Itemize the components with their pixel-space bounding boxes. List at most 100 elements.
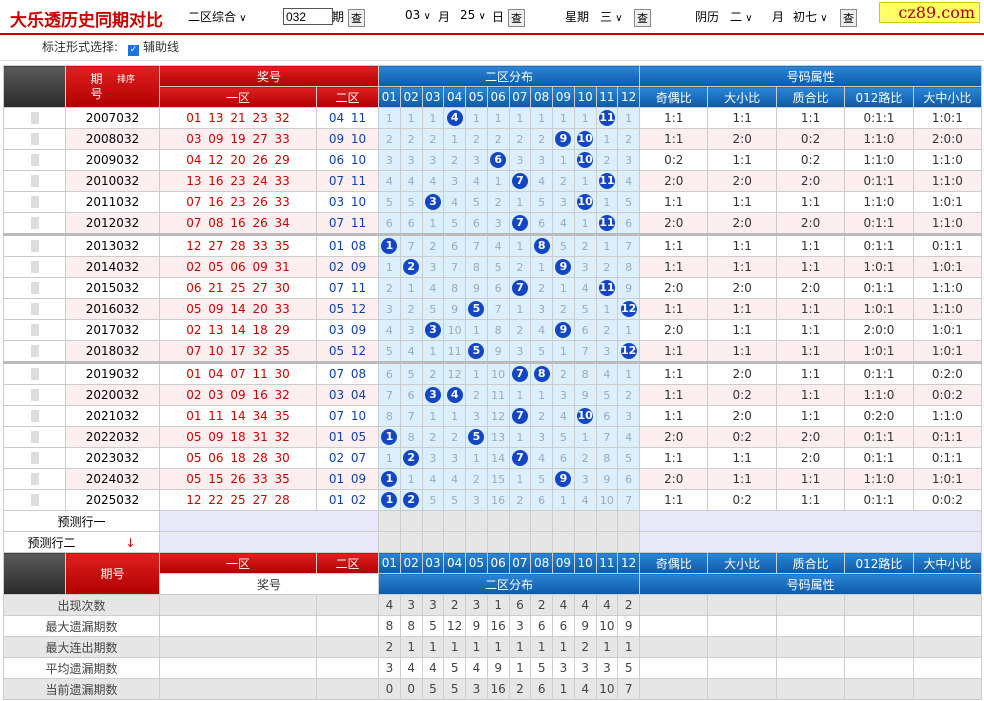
miss-cell: 3 — [508, 149, 532, 171]
miss-count: 5 — [472, 195, 480, 209]
zone2-column: 11 — [595, 552, 619, 574]
prediction-cell — [530, 531, 554, 553]
miss-count: 1 — [516, 388, 524, 402]
checkbox-label[interactable]: 辅助线 — [143, 40, 180, 54]
period: 2011032 — [65, 191, 160, 213]
logo[interactable]: cz89.com — [879, 2, 980, 23]
attribute-column: 质合比 — [775, 86, 846, 108]
miss-count: 5 — [538, 195, 546, 209]
checkbox[interactable]: ✓ — [128, 45, 140, 56]
miss-count: 5 — [407, 195, 415, 209]
hit-number: 3 — [424, 387, 441, 403]
attribute-value: 2:0 — [707, 405, 777, 427]
period-input[interactable] — [283, 8, 333, 25]
distribution-header: 二区分布 — [378, 65, 641, 87]
miss-count: 10 — [447, 323, 462, 337]
day-select[interactable]: 25 — [460, 8, 486, 22]
prediction-cell — [399, 531, 423, 553]
stats-row: 出现次数 4 3 3 2 3 1 6 2 4 4 4 2 — [3, 594, 983, 616]
miss-cell: 3 — [378, 149, 401, 171]
hit-number: 7 — [511, 173, 528, 189]
stats-value: 4 — [399, 657, 423, 679]
stats-value: 1 — [552, 636, 575, 658]
miss-count: 8 — [603, 451, 611, 465]
miss-cell: 6 — [443, 234, 467, 257]
zone-select[interactable]: 二区综合 — [188, 8, 247, 25]
miss-cell: 2 — [486, 191, 510, 213]
lunar-month-select[interactable]: 二 — [730, 8, 753, 25]
attribute-value: 2:0 — [775, 170, 846, 192]
front-numbers: 07 08 16 26 34 — [159, 212, 317, 236]
prediction-cell — [617, 531, 641, 553]
miss-count: 1 — [559, 493, 567, 507]
period: 2012032 — [65, 212, 160, 236]
stats-value: 1 — [486, 594, 510, 616]
history-table: 期号排序 奖号 二区分布 号码属性 一区 二区 01 02 03 04 05 06 07 08 09 10 11… — [3, 65, 983, 700]
lunar-day-select[interactable]: 初七 — [793, 8, 828, 25]
attribute-column: 012路比 — [844, 86, 914, 108]
miss-count: 1 — [429, 344, 437, 358]
miss-cell: 2 — [421, 128, 445, 150]
attribute-value: 2:0 — [775, 447, 846, 469]
hit-cell: 8 — [530, 234, 554, 257]
miss-cell: 5 — [552, 234, 575, 257]
miss-count: 1 — [472, 451, 480, 465]
hit-cell: 8 — [530, 362, 554, 385]
empty-cell — [315, 594, 380, 616]
miss-count: 1 — [625, 367, 633, 381]
empty-cell — [844, 636, 914, 658]
miss-cell: 1 — [617, 362, 641, 385]
stats-value: 0 — [399, 678, 423, 700]
prediction-row: 预测行一 — [3, 510, 983, 532]
data-row: 2019032 01 04 07 11 30 07 08 6 5 2 12 1 10 7 8 2 8 4 1… — [3, 362, 983, 385]
month-select[interactable]: 03 — [405, 8, 431, 22]
miss-count: 2 — [603, 260, 611, 274]
prediction-cell — [465, 510, 488, 532]
miss-cell: 6 — [378, 362, 401, 385]
miss-count: 2 — [516, 132, 524, 146]
miss-count: 12 — [447, 367, 462, 381]
miss-cell: 4 — [552, 405, 575, 427]
miss-cell: 1 — [399, 277, 423, 299]
miss-cell: 7 — [617, 489, 641, 511]
attribute-value: 2:0 — [707, 128, 777, 150]
stats-value: 2 — [508, 678, 532, 700]
miss-count: 1 — [472, 323, 480, 337]
miss-count: 1 — [407, 281, 415, 295]
miss-count: 4 — [385, 323, 393, 337]
attribute-value: 0:2 — [707, 489, 777, 511]
front-numbers: 13 16 23 24 33 — [159, 170, 317, 192]
hit-number: 10 — [577, 152, 594, 168]
miss-count: 4 — [407, 344, 415, 358]
back-numbers: 02 09 — [315, 256, 380, 278]
photo — [30, 217, 39, 229]
period: 2010032 — [65, 170, 160, 192]
miss-cell: 8 — [443, 277, 467, 299]
query-button[interactable]: 查 — [508, 9, 525, 27]
miss-cell: 2 — [552, 362, 575, 385]
miss-count: 3 — [625, 409, 633, 423]
hit-cell: 10 — [573, 128, 597, 150]
miss-cell: 11 — [443, 340, 467, 364]
query-button[interactable]: 查 — [840, 9, 857, 27]
query-button[interactable]: 查 — [634, 9, 651, 27]
toolbar: 大乐透历史同期对比 二区综合 期 查 03 月 25 日 查 星期 三 查 阴历… — [0, 0, 984, 35]
attribute-value: 0:2:0 — [912, 362, 983, 385]
empty-cell — [707, 636, 777, 658]
miss-cell: 5 — [617, 191, 641, 213]
empty-cell — [844, 615, 914, 637]
attribute-value: 1:1:0 — [844, 384, 914, 406]
miss-cell: 14 — [486, 447, 510, 469]
weekday-select[interactable]: 三 — [600, 8, 623, 25]
attribute-value: 1:1:0 — [912, 149, 983, 171]
miss-count: 4 — [603, 367, 611, 381]
hit-number: 12 — [620, 343, 637, 359]
photo-cell — [3, 298, 66, 320]
query-button[interactable]: 查 — [348, 9, 365, 27]
miss-cell: 1 — [399, 468, 423, 490]
miss-cell: 5 — [530, 468, 554, 490]
miss-cell: 1 — [421, 212, 445, 236]
miss-cell: 4 — [530, 170, 554, 192]
miss-count: 3 — [385, 153, 393, 167]
